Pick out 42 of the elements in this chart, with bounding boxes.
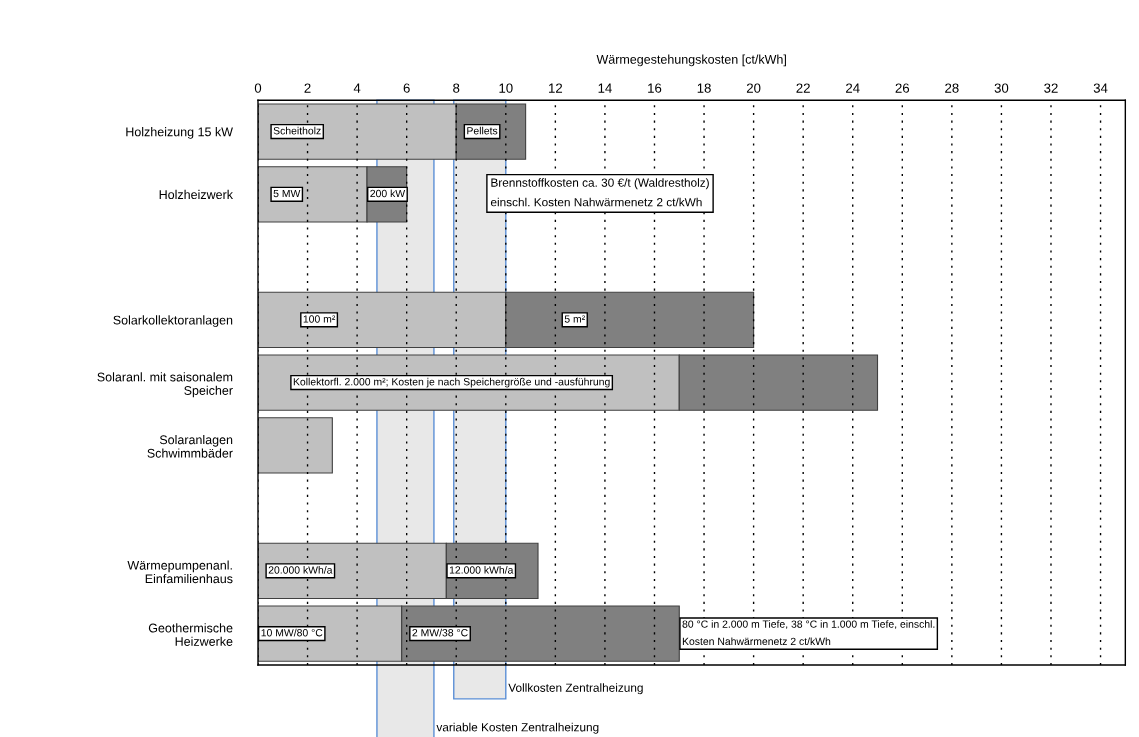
annotation: Brennstoffkosten ca. 30 €/t (Waldrestholz) einschl. Kosten Nahwärmenetz 2 ct/kWh [490,178,709,207]
x-axis-title: Wärmegestehungskosten [ct/kWh] [596,54,786,67]
x-tick-label: 22 [796,83,810,93]
x-tick-label: 2 [304,83,311,93]
x-tick-label: 6 [403,83,410,93]
annotation: 200 kW [370,189,406,198]
x-tick-label: 4 [353,83,361,93]
band-label: variable Kosten Zentralheizung [436,722,599,734]
y-tick-label: Solarkollektoranlagen [113,315,233,327]
annotation: 10 MW/80 °C [261,628,323,637]
x-tick-label: 26 [895,83,910,93]
annotation: 12.000 kWh/a [449,566,514,574]
x-tick-label: 8 [453,83,460,93]
x-tick-label: 0 [254,83,262,93]
annotation: 20.000 kWh/a [268,566,333,574]
x-tick-label: 34 [1093,83,1108,93]
y-tick-label: Wärmepumpenanl. Einfamilienhaus [127,560,233,584]
annotation: Scheitholz [273,126,321,135]
y-tick-label: Solaranlagen Schwimmbäder [147,435,233,458]
annotation: 2 MW/38 °C [412,628,468,637]
annotation: 100 m² [303,315,336,323]
annotation: Kollektorfl. 2.000 m²; Kosten je nach Speichergröße und -ausführung [293,377,610,388]
bar [257,417,333,474]
x-tick-label: 28 [945,83,959,93]
x-tick-label: 16 [648,83,662,93]
y-tick-label: Solaranl. mit saisonalem Speicher [97,372,233,398]
annotation: 80 °C in 2.000 m Tiefe, 38 °C in 1.000 m Tiefe, einschl. Kosten Nahwärmenetz 2 ct/kWh [682,620,935,646]
y-tick-label: Holzheizung 15 kW [126,127,233,139]
x-tick-label: 32 [1044,83,1058,93]
y-tick-label: Holzheizwerk [159,189,233,200]
annotation: 5 m² [564,315,585,323]
x-tick-label: 20 [746,83,761,93]
x-tick-label: 12 [549,83,563,93]
x-tick-label: 14 [598,83,612,93]
x-tick-label: 18 [697,83,711,93]
band-label: Vollkosten Zentralheizung [508,683,643,695]
x-tick-label: 30 [994,83,1009,93]
x-tick-label: 10 [499,83,513,93]
y-tick-label: Geothermische Heizwerke [148,623,233,646]
annotation: Pellets [467,126,498,135]
x-tick-label: 24 [846,83,860,93]
annotation: 5 MW [273,189,301,198]
